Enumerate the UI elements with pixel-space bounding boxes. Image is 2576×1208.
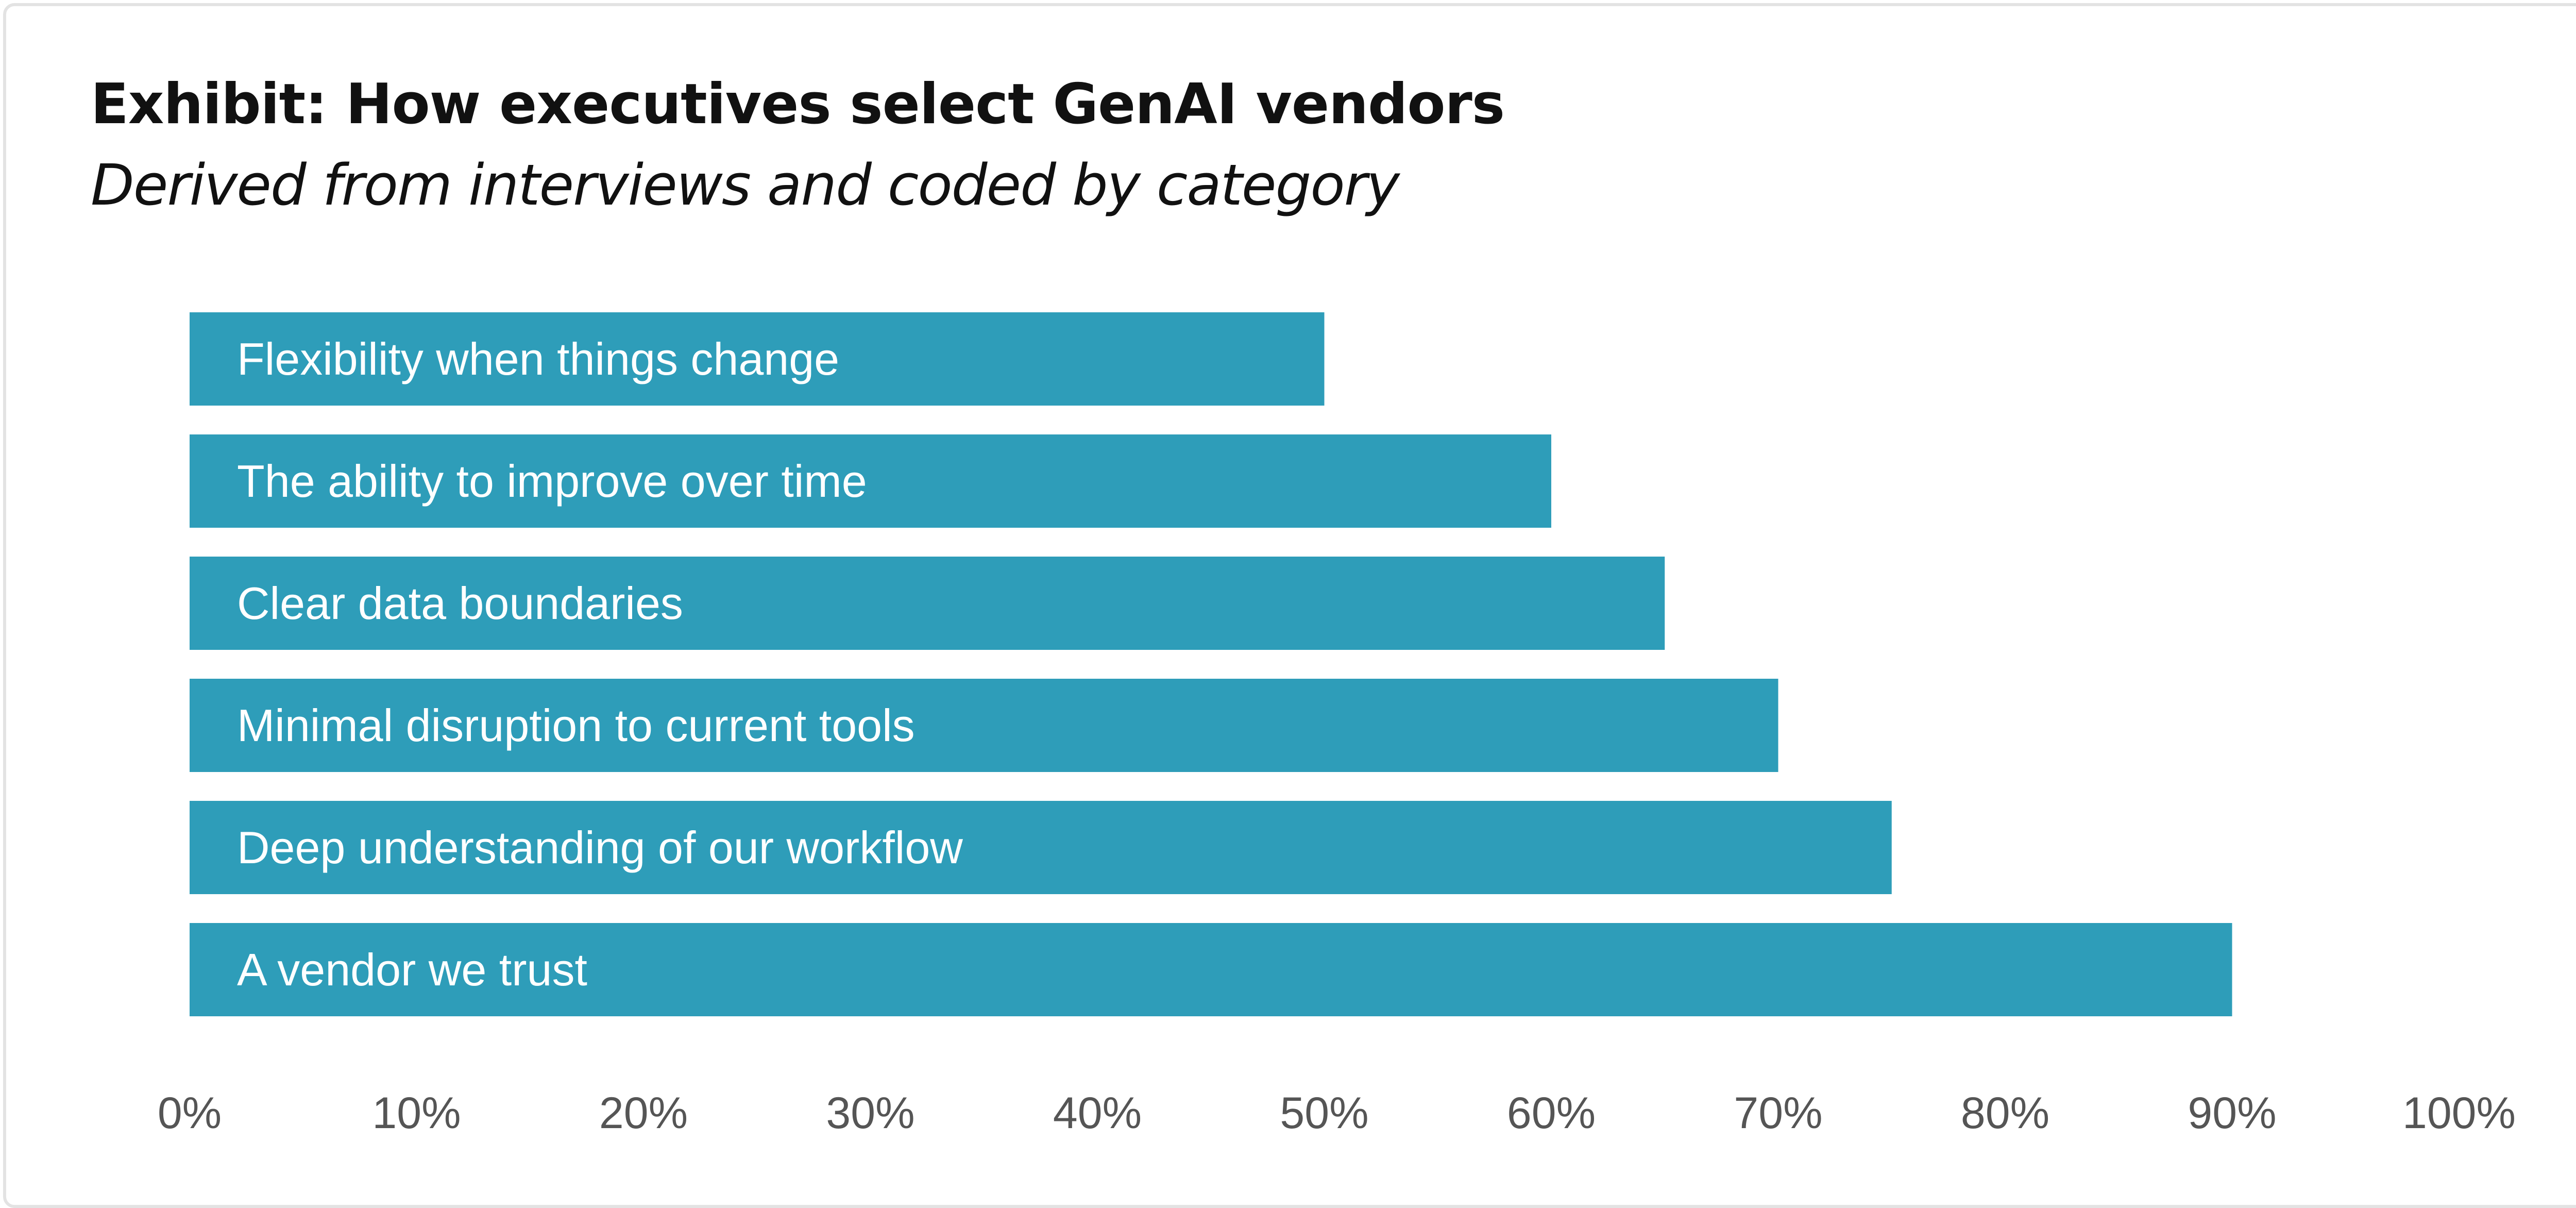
bar: [190, 312, 1325, 406]
x-tick-label: 80%: [1961, 1088, 2049, 1138]
x-tick-label: 70%: [1734, 1088, 1822, 1138]
x-tick-label: 100%: [2402, 1088, 2516, 1138]
bar-labels-layer: Flexibility when things change The abilit…: [237, 333, 963, 995]
x-tick-label: 20%: [599, 1088, 688, 1138]
bar-category-label: Clear data boundaries: [237, 578, 683, 629]
chart-subtitle: Derived from interviews and coded by cat…: [91, 152, 1400, 218]
bar-category-label: Minimal disruption to current tools: [237, 700, 915, 751]
x-tick-label: 0%: [158, 1088, 222, 1138]
x-tick-label: 30%: [826, 1088, 914, 1138]
x-axis-tick-labels: 0% 10% 20% 30% 40% 50% 60% 70% 80% 90% 100%: [158, 1088, 2516, 1138]
chart-title: Exhibit: How executives select GenAI ven…: [91, 72, 1505, 137]
x-tick-label: 10%: [372, 1088, 461, 1138]
bar: [190, 923, 2232, 1016]
x-tick-label: 40%: [1053, 1088, 1142, 1138]
x-tick-label: 90%: [2188, 1088, 2276, 1138]
bar-category-label: A vendor we trust: [237, 944, 587, 995]
x-tick-label: 50%: [1280, 1088, 1368, 1138]
bar-category-label: Flexibility when things change: [237, 333, 839, 384]
bar: [190, 801, 1892, 894]
bar: [190, 434, 1551, 528]
x-tick-label: 60%: [1507, 1088, 1596, 1138]
bar-category-label: The ability to improve over time: [237, 456, 867, 507]
bar: [190, 679, 1778, 772]
bar: [190, 557, 1665, 650]
bars-layer: [190, 312, 2232, 1016]
bar-category-label: Deep understanding of our workflow: [237, 822, 963, 873]
